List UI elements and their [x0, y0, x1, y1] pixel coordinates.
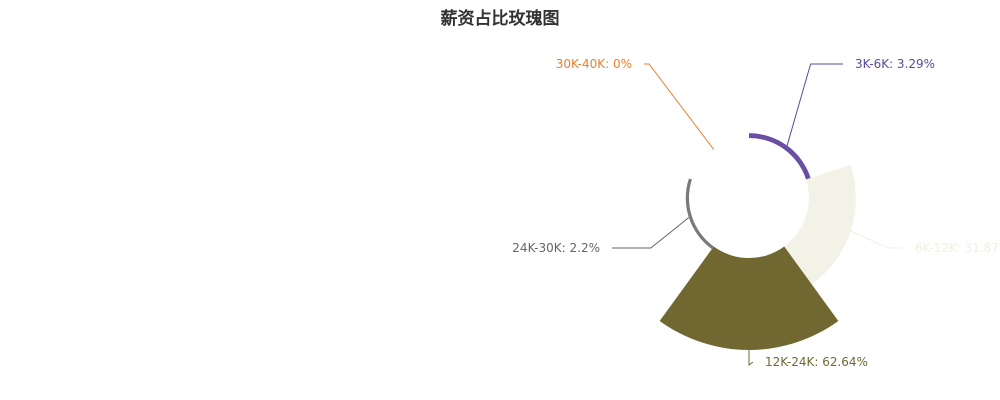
- rose-slices: [659, 133, 856, 351]
- slice-label-12k-24k: 12K-24K: 62.64%: [765, 355, 868, 369]
- rose-slice-24k-30k[interactable]: [685, 178, 714, 250]
- rose-slice-12k-24k[interactable]: [659, 246, 839, 351]
- leader-line-24k-30k: [612, 217, 690, 249]
- label-leader-lines: [612, 63, 903, 366]
- slice-label-3k-6k: 3K-6K: 3.29%: [855, 57, 935, 71]
- leader-line-6k-12k: [850, 230, 903, 249]
- slice-label-30k-40k: 30K-40K: 0%: [556, 57, 632, 71]
- slice-label-24k-30k: 24K-30K: 2.2%: [512, 241, 600, 255]
- leader-line-12k-24k: [748, 350, 754, 366]
- rose-slice-6k-12k[interactable]: [784, 164, 856, 285]
- leader-line-3k-6k: [786, 63, 843, 146]
- chart-title: 薪资占比玫瑰图: [440, 9, 560, 29]
- rose-slice-3k-6k[interactable]: [749, 133, 811, 180]
- leader-line-30k-40k: [644, 63, 715, 150]
- slice-labels: 3K-6K: 3.29% 6K-12K: 31.87% 12K-24K: 62.64…: [512, 57, 1000, 369]
- slice-label-6k-12k: 6K-12K: 31.87%: [915, 241, 1000, 255]
